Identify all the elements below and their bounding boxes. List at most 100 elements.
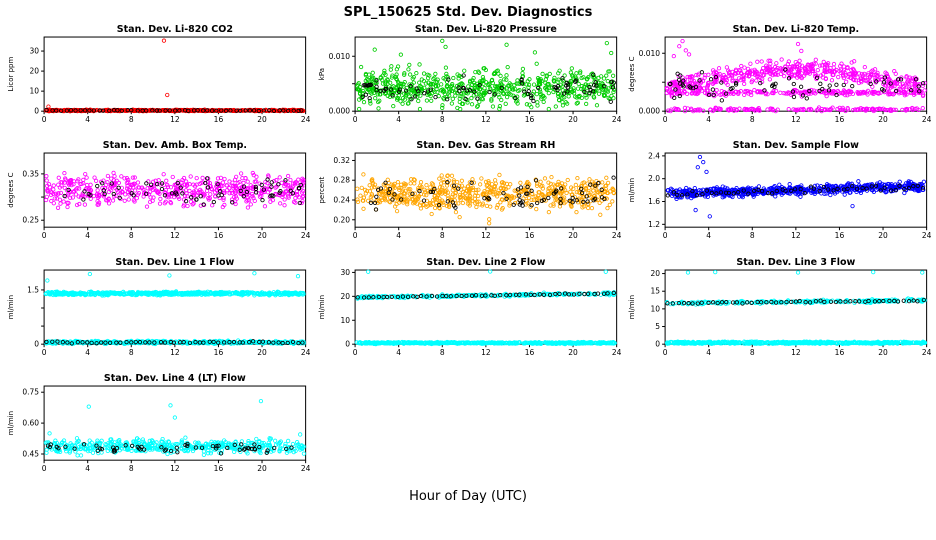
svg-text:10: 10	[30, 87, 40, 96]
scatter-plot-line1-flow: Stan. Dev. Line 1 Flow ml/min 0 4 8 12 16 20 24 0…	[6, 257, 311, 357]
svg-text:24: 24	[612, 115, 622, 124]
svg-text:ml/min: ml/min	[627, 178, 636, 202]
svg-text:0: 0	[42, 115, 47, 124]
svg-text:Licor ppm: Licor ppm	[6, 57, 15, 92]
svg-text:0: 0	[34, 339, 39, 348]
page-title: SPL_150625 Std. Dev. Diagnostics	[343, 5, 593, 20]
panel-line4-lt-flow: Stan. Dev. Line 4 (LT) Flow ml/min 0 4 8 12 16…	[4, 371, 311, 487]
series-line2-outliers	[365, 268, 608, 274]
series-line1-sd-high	[43, 288, 306, 298]
svg-text:20: 20	[568, 231, 578, 240]
series-temp-outliers	[672, 38, 804, 59]
svg-text:Stan. Dev. Li-820 CO2: Stan. Dev. Li-820 CO2	[117, 24, 233, 35]
scatter-plot-li820-pressure: Stan. Dev. Li-820 Pressure kPa 0 4 8 12 16 20 24…	[317, 24, 622, 124]
svg-text:8: 8	[129, 348, 134, 357]
series-temp-sd-zero	[666, 105, 926, 114]
series-line4-flagged	[45, 441, 294, 456]
scatter-plot-sample-flow: Stan. Dev. Sample Flow ml/min 0 4 8 12 16 20 24 1…	[627, 140, 932, 240]
svg-text:0.20: 0.20	[333, 216, 350, 225]
series-temp-flagged	[668, 67, 926, 103]
series-line3-flagged	[665, 297, 927, 306]
svg-text:4: 4	[85, 115, 90, 124]
series-line2-sd-low	[354, 339, 617, 346]
svg-text:2.4: 2.4	[648, 152, 660, 161]
panel-line1-flow: Stan. Dev. Line 1 Flow ml/min 0 4 8 12 16 20 24 0…	[4, 255, 311, 371]
svg-text:24: 24	[301, 348, 311, 357]
svg-text:0: 0	[42, 231, 47, 240]
svg-text:0: 0	[34, 107, 39, 116]
panel-li820-temp: Stan. Dev. Li-820 Temp. degrees C 0 4 8 12 16 2…	[625, 22, 932, 138]
svg-text:20: 20	[879, 231, 889, 240]
svg-text:Stan. Dev. Line 1 Flow: Stan. Dev. Line 1 Flow	[115, 257, 234, 268]
series-line4-outliers	[47, 398, 303, 437]
svg-text:0.25: 0.25	[22, 216, 39, 225]
svg-text:24: 24	[301, 231, 311, 240]
svg-text:percent: percent	[317, 177, 326, 204]
scatter-plot-li820-co2: Stan. Dev. Li-820 CO2 Licor ppm 0 4 8 12 16 20 2…	[6, 24, 311, 124]
scatter-plot-amb-box-temp: Stan. Dev. Amb. Box Temp. degrees C 0 4 8 12 1…	[6, 140, 311, 240]
series-rh-sd	[354, 172, 616, 222]
panel-amb-box-temp: Stan. Dev. Amb. Box Temp. degrees C 0 4 8 12 1…	[4, 138, 311, 254]
svg-text:4: 4	[396, 231, 401, 240]
svg-text:16: 16	[524, 115, 534, 124]
svg-text:0.32: 0.32	[333, 156, 350, 165]
svg-text:20: 20	[568, 115, 578, 124]
series-rh-outliers	[486, 221, 491, 226]
series-line3-sd-high	[665, 295, 928, 307]
svg-text:24: 24	[922, 115, 932, 124]
svg-text:20: 20	[257, 231, 267, 240]
svg-text:8: 8	[440, 231, 445, 240]
svg-text:12: 12	[791, 115, 801, 124]
svg-text:degrees C: degrees C	[627, 56, 636, 91]
svg-text:degrees C: degrees C	[6, 173, 15, 208]
series-line1-flagged	[44, 338, 305, 345]
svg-text:8: 8	[129, 231, 134, 240]
svg-text:Stan. Dev. Amb. Box Temp.: Stan. Dev. Amb. Box Temp.	[103, 140, 247, 151]
svg-text:4: 4	[396, 115, 401, 124]
svg-text:4: 4	[85, 348, 90, 357]
svg-text:4: 4	[707, 115, 712, 124]
svg-text:kPa: kPa	[317, 68, 326, 80]
panel-grid: Stan. Dev. Li-820 CO2 Licor ppm 0 4 8 12 16 20 2…	[0, 20, 936, 487]
svg-text:ml/min: ml/min	[6, 294, 15, 318]
svg-text:16: 16	[214, 115, 224, 124]
svg-text:Stan. Dev. Gas Stream RH: Stan. Dev. Gas Stream RH	[416, 140, 555, 151]
series-co2-outliers	[46, 38, 170, 109]
svg-text:0: 0	[663, 231, 668, 240]
svg-text:12: 12	[170, 115, 180, 124]
svg-text:24: 24	[612, 231, 622, 240]
svg-text:0.000: 0.000	[328, 107, 350, 116]
svg-text:8: 8	[129, 115, 134, 124]
series-line2-sd-high	[355, 289, 617, 301]
series-sampleflow-outliers	[693, 155, 855, 219]
svg-text:1.2: 1.2	[648, 220, 660, 229]
svg-text:0: 0	[352, 115, 357, 124]
svg-text:20: 20	[879, 115, 889, 124]
svg-text:0.010: 0.010	[639, 49, 661, 58]
svg-text:20: 20	[257, 348, 267, 357]
series-sampleflow-flagged	[666, 183, 926, 198]
panel-line2-flow: Stan. Dev. Line 2 Flow ml/min 0 4 8 12 16 20 24 0…	[315, 255, 622, 371]
svg-text:1.6: 1.6	[648, 197, 660, 206]
series-temp-sd-diurnal	[665, 57, 928, 99]
svg-text:12: 12	[481, 115, 491, 124]
series-line1-outliers	[45, 270, 301, 283]
series-pressure-outliers	[372, 38, 613, 57]
series-line2-flagged	[355, 290, 616, 300]
series-pressure-sd	[354, 61, 616, 112]
svg-text:2.0: 2.0	[648, 174, 660, 183]
series-co2-flagged	[44, 107, 304, 114]
svg-text:24: 24	[301, 115, 311, 124]
svg-text:4: 4	[85, 231, 90, 240]
svg-text:12: 12	[170, 231, 180, 240]
svg-text:16: 16	[524, 231, 534, 240]
series-line3-sd-low	[665, 338, 928, 346]
series-line3-outliers	[686, 269, 925, 275]
series-temp-sd-line	[665, 86, 924, 99]
svg-text:Stan. Dev. Li-820 Temp.: Stan. Dev. Li-820 Temp.	[733, 24, 860, 35]
svg-text:0.010: 0.010	[328, 52, 350, 61]
